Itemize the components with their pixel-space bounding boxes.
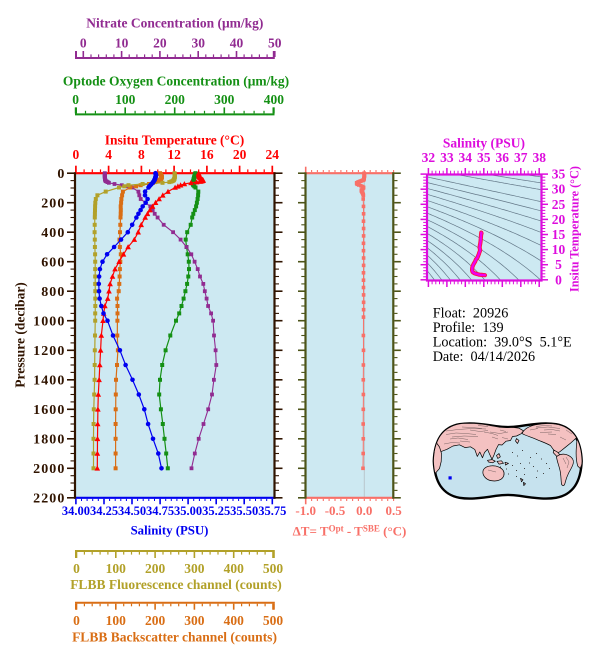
svg-text:100: 100 bbox=[115, 92, 136, 107]
svg-text:35: 35 bbox=[552, 167, 566, 182]
svg-text:1800: 1800 bbox=[33, 433, 65, 448]
svg-text:10: 10 bbox=[552, 242, 566, 257]
svg-text:34.00: 34.00 bbox=[62, 504, 90, 518]
svg-text:300: 300 bbox=[184, 561, 205, 576]
svg-text:2200: 2200 bbox=[33, 492, 65, 507]
svg-text:Salinity (PSU): Salinity (PSU) bbox=[443, 136, 525, 151]
svg-text:500: 500 bbox=[263, 561, 284, 576]
svg-text:100: 100 bbox=[106, 561, 127, 576]
svg-text:15: 15 bbox=[552, 227, 566, 242]
svg-text:38: 38 bbox=[532, 150, 546, 165]
svg-text:35.25: 35.25 bbox=[202, 504, 230, 518]
svg-text:37: 37 bbox=[514, 150, 528, 165]
svg-text:16: 16 bbox=[200, 147, 214, 162]
svg-text:1600: 1600 bbox=[33, 403, 65, 418]
svg-text:34.50: 34.50 bbox=[118, 504, 146, 518]
svg-text:800: 800 bbox=[41, 285, 65, 300]
svg-text:36: 36 bbox=[496, 150, 510, 165]
svg-text:0: 0 bbox=[555, 272, 562, 287]
svg-text:8: 8 bbox=[138, 147, 145, 162]
svg-text:Salinity (PSU): Salinity (PSU) bbox=[131, 524, 209, 538]
svg-text:34.75: 34.75 bbox=[146, 504, 174, 518]
svg-text:0: 0 bbox=[57, 167, 65, 182]
svg-text:200: 200 bbox=[41, 196, 65, 211]
svg-text:Date: 04/14/2026: Date: 04/14/2026 bbox=[433, 349, 535, 365]
svg-text:ΔT= TOpt - TSBE (°C): ΔT= TOpt - TSBE (°C) bbox=[293, 524, 407, 539]
svg-text:40: 40 bbox=[230, 36, 244, 51]
svg-text:200: 200 bbox=[165, 92, 186, 107]
svg-text:Nitrate Concentration (μm/kg): Nitrate Concentration (μm/kg) bbox=[86, 16, 263, 31]
svg-text:0: 0 bbox=[73, 613, 80, 628]
svg-text:5: 5 bbox=[555, 257, 562, 272]
svg-text:Optode Oxygen Concentration (μ: Optode Oxygen Concentration (μm/kg) bbox=[63, 74, 289, 89]
svg-text:35.00: 35.00 bbox=[174, 504, 202, 518]
svg-text:20: 20 bbox=[233, 147, 247, 162]
svg-text:0.5: 0.5 bbox=[385, 503, 402, 518]
svg-text:10: 10 bbox=[115, 36, 129, 51]
svg-text:Location: 39.0°S 5.1°E: Location: 39.0°S 5.1°E bbox=[433, 335, 572, 351]
svg-text:Insitu Temperature (°C): Insitu Temperature (°C) bbox=[105, 133, 244, 148]
svg-text:200: 200 bbox=[145, 613, 166, 628]
svg-text:0: 0 bbox=[73, 147, 80, 162]
svg-text:Insitu Temperature (°C): Insitu Temperature (°C) bbox=[568, 166, 582, 292]
svg-text:24: 24 bbox=[266, 147, 280, 162]
svg-text:400: 400 bbox=[264, 92, 285, 107]
svg-text:30: 30 bbox=[552, 182, 566, 197]
svg-text:33: 33 bbox=[440, 150, 454, 165]
svg-text:Float: 20926: Float: 20926 bbox=[433, 306, 509, 322]
svg-text:FLBB Backscatter channel (coun: FLBB Backscatter channel (counts) bbox=[72, 630, 277, 645]
svg-text:-0.5: -0.5 bbox=[325, 503, 346, 518]
svg-text:34.25: 34.25 bbox=[90, 504, 118, 518]
svg-text:20: 20 bbox=[552, 212, 566, 227]
svg-text:1000: 1000 bbox=[33, 314, 65, 329]
svg-text:Profile: 139: Profile: 139 bbox=[433, 320, 504, 336]
svg-text:4: 4 bbox=[105, 147, 112, 162]
svg-text:34: 34 bbox=[459, 150, 473, 165]
svg-text:2000: 2000 bbox=[33, 462, 65, 477]
svg-text:25: 25 bbox=[552, 197, 566, 212]
svg-text:1200: 1200 bbox=[33, 344, 65, 359]
svg-text:30: 30 bbox=[191, 36, 205, 51]
svg-text:0.0: 0.0 bbox=[356, 503, 372, 518]
svg-text:50: 50 bbox=[268, 36, 282, 51]
svg-text:35: 35 bbox=[477, 150, 491, 165]
svg-text:32: 32 bbox=[422, 150, 436, 165]
svg-text:35.75: 35.75 bbox=[258, 504, 286, 518]
svg-text:FLBB Fluorescence channel (cou: FLBB Fluorescence channel (counts) bbox=[70, 577, 282, 592]
svg-text:35.50: 35.50 bbox=[230, 504, 258, 518]
svg-text:200: 200 bbox=[145, 561, 166, 576]
svg-text:400: 400 bbox=[224, 613, 245, 628]
svg-text:0: 0 bbox=[73, 561, 80, 576]
svg-text:100: 100 bbox=[106, 613, 127, 628]
svg-text:300: 300 bbox=[184, 613, 205, 628]
svg-text:12: 12 bbox=[167, 147, 181, 162]
svg-text:0: 0 bbox=[80, 36, 87, 51]
svg-text:-1.0: -1.0 bbox=[295, 503, 316, 518]
svg-text:20: 20 bbox=[153, 36, 167, 51]
svg-text:Pressure (decibar): Pressure (decibar) bbox=[13, 282, 28, 388]
svg-text:400: 400 bbox=[41, 226, 65, 241]
svg-text:600: 600 bbox=[41, 255, 65, 270]
svg-text:500: 500 bbox=[263, 613, 284, 628]
svg-text:400: 400 bbox=[224, 561, 245, 576]
svg-text:0: 0 bbox=[72, 92, 79, 107]
svg-text:1400: 1400 bbox=[33, 374, 65, 389]
svg-text:300: 300 bbox=[214, 92, 235, 107]
